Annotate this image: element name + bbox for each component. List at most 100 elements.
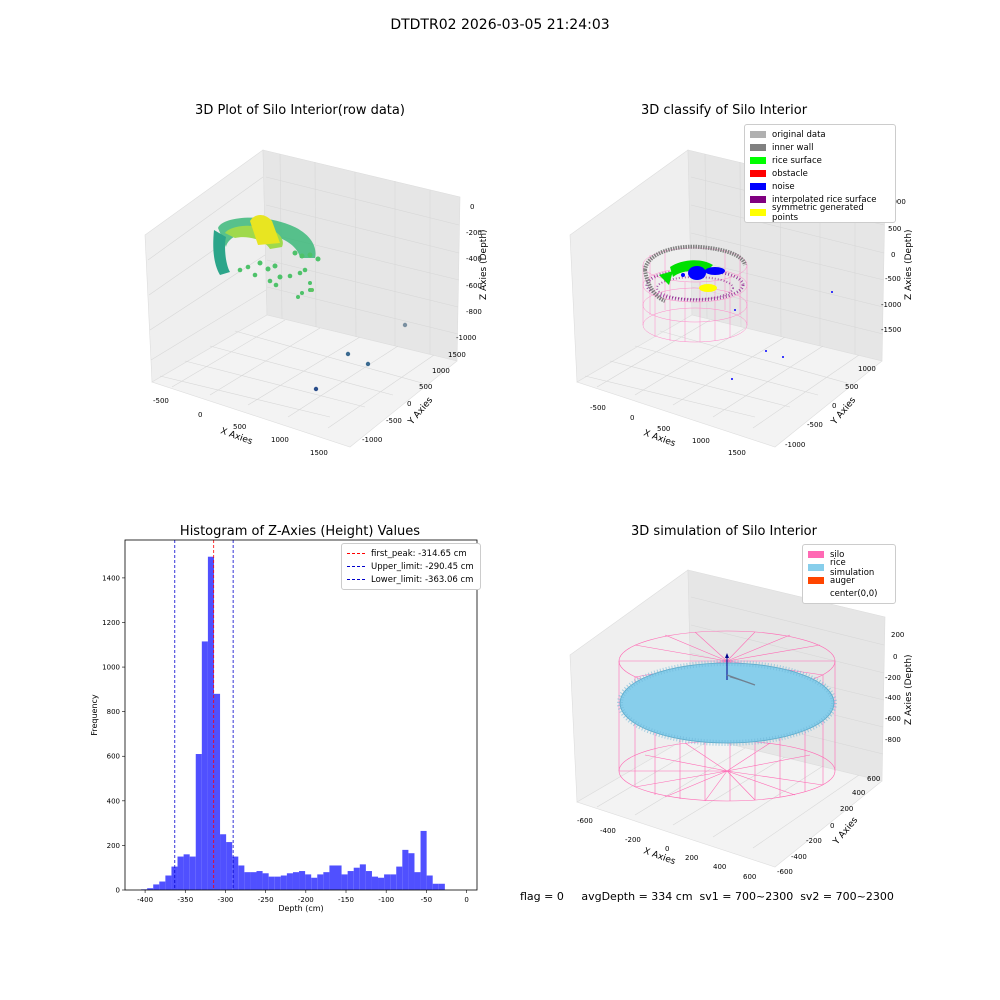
raw-ytick-3: 500 xyxy=(419,383,432,391)
legend-label: interpolated rice surface xyxy=(772,194,877,205)
histogram-ytick-label: 1000 xyxy=(102,664,120,672)
histogram-bar xyxy=(183,854,190,890)
sim-ytick-5: 400 xyxy=(852,789,865,797)
histogram-bar xyxy=(299,871,306,890)
legend-swatch xyxy=(347,579,365,580)
histogram-bar xyxy=(311,877,318,890)
legend-swatch xyxy=(808,551,824,558)
sim-xtick-6: 600 xyxy=(743,873,756,881)
sim-xtick-3: 0 xyxy=(665,845,669,853)
histogram-bar xyxy=(390,874,397,890)
raw-xtick-4: 1500 xyxy=(310,449,328,457)
legend-label: first_peak: -314.65 cm xyxy=(371,548,467,559)
classify-ztick-2: 0 xyxy=(891,251,895,259)
legend-item-interpolated-rice-surface: interpolated rice surface xyxy=(750,193,890,206)
legend-item-obstacle: obstacle xyxy=(750,167,890,180)
sim-xtick-1: -400 xyxy=(600,827,616,835)
legend-swatch xyxy=(750,196,766,203)
sim-xtick-5: 400 xyxy=(713,863,726,871)
sim-xlabel: X Axies xyxy=(642,846,677,867)
histogram-xtick-label: -350 xyxy=(177,896,193,904)
simulation-legend: silo rice simulation auger center(0,0) xyxy=(802,544,896,604)
classify-ztick-3: -500 xyxy=(885,275,901,283)
sim-ytick-3: 0 xyxy=(830,822,834,830)
legend-label: symmetric generated points xyxy=(772,202,864,223)
histogram-title: Histogram of Z-Axies (Height) Values xyxy=(179,524,421,539)
sim-xtick-0: -600 xyxy=(577,817,593,825)
legend-label: original data xyxy=(772,129,826,140)
histogram-bar xyxy=(378,877,385,890)
classify-ytick-4: 1000 xyxy=(858,365,876,373)
legend-item-auger: auger xyxy=(808,574,890,587)
legend-item-inner-wall: inner wall xyxy=(750,141,890,154)
simulation-plot-title: 3D simulation of Silo Interior xyxy=(631,524,817,539)
legend-label: silo xyxy=(830,549,845,560)
histogram-bar xyxy=(201,641,208,890)
legend-swatch xyxy=(808,577,824,584)
sim-xtick-4: 200 xyxy=(685,854,698,862)
legend-swatch xyxy=(750,157,766,164)
histogram-bar xyxy=(147,888,154,890)
simulation-3d-plot: 200 0 -200 -400 -600 -800 Z Axies (Depth… xyxy=(569,569,914,881)
histogram-xtick-label: 0 xyxy=(464,896,468,904)
histogram-ytick-label: 800 xyxy=(107,708,120,716)
classify-zlabel: Z Axies (Depth) xyxy=(904,229,914,300)
classify-plot-title: 3D classify of Silo Interior xyxy=(640,103,808,118)
raw-ztick-3: -600 xyxy=(466,282,482,290)
legend-label: obstacle xyxy=(772,168,808,179)
histogram-bar xyxy=(207,556,214,890)
raw-plot-title: 3D Plot of Silo Interior(row data) xyxy=(195,103,405,118)
histogram-bar xyxy=(292,872,300,890)
classify-ytick-0: -1000 xyxy=(785,441,805,449)
histogram-xtick-label: -150 xyxy=(338,896,354,904)
histogram-ytick-label: 1200 xyxy=(102,619,120,627)
histogram-bar xyxy=(402,849,409,890)
histogram-bar xyxy=(226,842,233,890)
raw-xtick-1: 0 xyxy=(198,411,202,419)
legend-swatch xyxy=(750,144,766,151)
histogram-plot-frame xyxy=(124,539,478,891)
histogram-bar xyxy=(232,856,239,890)
sim-zlabel: Z Axies (Depth) xyxy=(904,654,914,725)
raw-ytick-5: 1500 xyxy=(448,351,466,359)
legend-label: Lower_limit: -363.06 cm xyxy=(371,574,474,585)
sim-ytick-1: -400 xyxy=(791,853,807,861)
histogram-bar xyxy=(347,871,354,890)
histogram-bar xyxy=(365,871,372,890)
histogram-ytick-label: 200 xyxy=(107,842,120,850)
histogram-bar xyxy=(329,865,336,890)
histogram-bar xyxy=(220,834,227,890)
histogram-ytick-label: 400 xyxy=(107,797,120,805)
classify-legend: original data inner wall rice surface ob… xyxy=(744,124,896,223)
raw-ytick-2: 0 xyxy=(407,400,411,408)
classify-ytick-2: 0 xyxy=(832,402,836,410)
histogram-bar xyxy=(274,876,281,890)
histogram-bar xyxy=(384,874,391,890)
histogram-bar xyxy=(153,884,160,890)
raw-ztick-5: -1000 xyxy=(456,334,476,342)
histogram-bar xyxy=(195,754,202,890)
histogram-bar xyxy=(171,866,178,890)
legend-item-silo: silo xyxy=(808,548,890,561)
classify-xtick-4: 1500 xyxy=(728,449,746,457)
sim-ztick-4: -600 xyxy=(885,715,901,723)
legend-item-rice-simulation: rice simulation xyxy=(808,558,890,578)
raw-xtick-3: 1000 xyxy=(271,436,289,444)
histogram-xlabel: Depth (cm) xyxy=(278,904,323,913)
histogram-bar xyxy=(159,881,166,890)
histogram-bar xyxy=(238,865,245,890)
histogram-bar xyxy=(408,853,415,890)
sim-ytick-4: 200 xyxy=(840,805,853,813)
legend-swatch xyxy=(808,564,824,571)
legend-swatch xyxy=(750,183,766,190)
raw-xtick-2: 500 xyxy=(233,423,246,431)
classify-xtick-0: -500 xyxy=(590,404,606,412)
raw-zlabel: Z Axies (Depth) xyxy=(479,229,489,300)
histogram-bar xyxy=(323,872,330,890)
histogram-bar xyxy=(371,876,379,890)
sim-ylabel: Y Axies xyxy=(831,815,860,847)
classify-xtick-2: 500 xyxy=(657,425,670,433)
histogram-bar xyxy=(341,874,348,890)
legend-item-symmetric-generated-points: symmetric generated points xyxy=(750,203,890,223)
sim-ytick-0: -600 xyxy=(777,868,793,876)
